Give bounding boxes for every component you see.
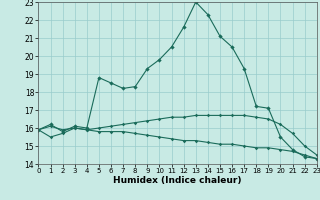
X-axis label: Humidex (Indice chaleur): Humidex (Indice chaleur) xyxy=(113,176,242,185)
